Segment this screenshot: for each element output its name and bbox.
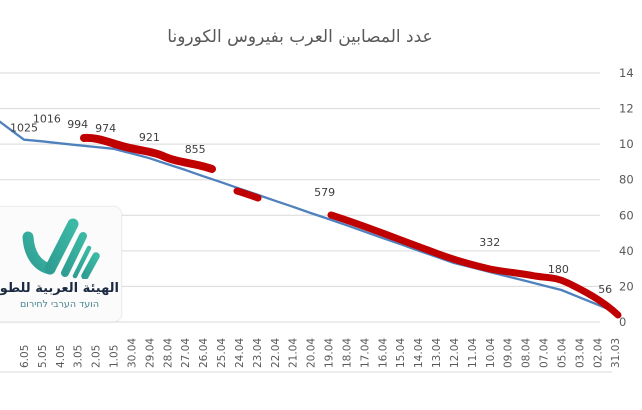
y-tick-label: 60 — [619, 208, 634, 222]
logo-hebrew-text: הועד הערבי לחירום — [19, 299, 100, 310]
data-label: 56 — [598, 283, 612, 296]
data-label: 921 — [139, 131, 160, 144]
x-tick-label: 21.04 — [288, 338, 300, 368]
x-tick-label: 15.04 — [395, 338, 407, 368]
data-label: 855 — [185, 143, 206, 156]
x-tick-label: 16.04 — [377, 338, 389, 368]
x-tick-label: 09.04 — [503, 338, 515, 368]
y-tick-label: 10 — [619, 137, 634, 151]
data-label: 994 — [67, 118, 88, 131]
logo-arabic-text: الهيئة العربية للطو — [0, 281, 119, 296]
data-label: 180 — [548, 263, 569, 276]
x-tick-label: 18.04 — [342, 338, 354, 368]
x-tick-label: 05.04 — [556, 338, 568, 368]
x-tick-label: 29.04 — [144, 338, 156, 368]
y-tick-label: 40 — [619, 244, 634, 258]
x-tick-label: 6.05 — [19, 345, 31, 368]
x-tick-label: 19.04 — [324, 338, 336, 368]
x-tick-label: 30.04 — [127, 338, 139, 368]
x-tick-label: 2.05 — [91, 345, 103, 368]
x-tick-label: 1.05 — [109, 345, 121, 368]
y-tick-label: 12 — [619, 102, 634, 116]
x-tick-label: 13.04 — [431, 338, 443, 368]
x-tick-label: 23.04 — [252, 338, 264, 368]
x-tick-label: 26.04 — [198, 338, 210, 368]
y-tick-label: 0 — [619, 315, 626, 329]
x-tick-label: 14.04 — [413, 338, 425, 368]
x-tick-label: 02.04 — [592, 338, 604, 368]
chart-title: عدد المصابين العرب بفيروس الكورونا — [167, 27, 433, 47]
x-tick-label: 27.04 — [180, 338, 192, 368]
y-tick-label: 20 — [619, 279, 634, 293]
x-tick-label: 22.04 — [270, 338, 282, 368]
x-tick-label: 20.04 — [306, 338, 318, 368]
x-tick-label: 07.04 — [539, 338, 551, 368]
watermark-logo-panel — [0, 206, 122, 322]
y-tick-label: 80 — [619, 173, 634, 187]
x-tick-label: 31.03 — [610, 338, 622, 368]
x-tick-label: 3.05 — [73, 345, 85, 368]
x-tick-label: 11.04 — [467, 338, 479, 368]
x-tick-label: 25.04 — [216, 338, 228, 368]
data-label: 974 — [95, 122, 116, 135]
data-label: 1025 — [10, 122, 38, 135]
x-tick-label: 10.04 — [485, 338, 497, 368]
annotation-stroke-2 — [233, 187, 262, 202]
x-tick-label: 4.05 — [55, 345, 67, 368]
x-tick-label: 24.04 — [234, 338, 246, 368]
x-tick-label: 08.04 — [521, 338, 533, 368]
x-tick-label: 03.04 — [574, 338, 586, 368]
gridlines — [0, 72, 600, 323]
data-label: 579 — [314, 186, 335, 199]
data-label: 332 — [479, 236, 500, 249]
annotation-stroke-1 — [80, 133, 216, 173]
y-axis-tick-labels: 14 12 10 80 60 40 20 0 — [619, 66, 634, 329]
red-marker-annotations — [80, 133, 622, 319]
x-tick-label: 28.04 — [162, 338, 174, 368]
x-tick-label: 17.04 — [359, 338, 371, 368]
x-tick-label: 5.05 — [37, 345, 49, 368]
annotation-stroke-3 — [327, 211, 622, 319]
data-label: 1016 — [33, 112, 61, 125]
y-tick-label: 14 — [619, 66, 634, 80]
x-axis-tick-labels: 6.05 5.05 4.05 3.05 2.05 1.05 30.04 29.04 28.04 2… — [19, 338, 622, 368]
teal-check-slashes-icon — [22, 218, 100, 279]
series-line — [0, 120, 617, 314]
x-tick-label: 12.04 — [449, 338, 461, 368]
